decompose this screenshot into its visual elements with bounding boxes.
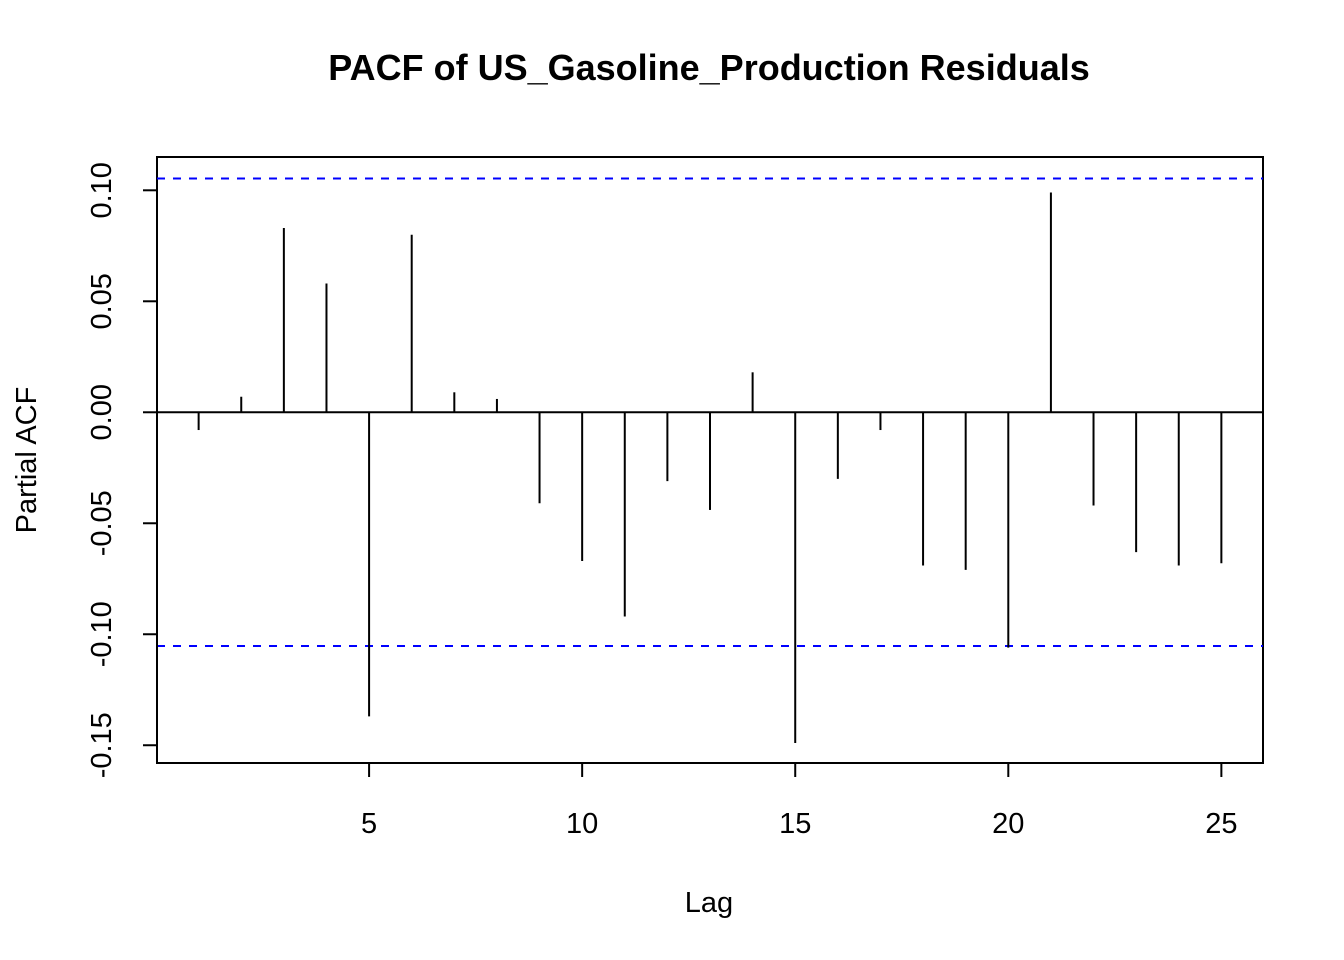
y-tick-label-4: 0.05 bbox=[86, 273, 118, 329]
y-tick-label-5: 0.10 bbox=[86, 162, 118, 218]
y-tick-label-1: -0.10 bbox=[86, 601, 118, 667]
x-tick-label-25: 25 bbox=[1205, 808, 1237, 840]
x-tick-label-20: 20 bbox=[992, 808, 1024, 840]
y-tick-label-0: -0.15 bbox=[86, 712, 118, 778]
y-axis-label: Partial ACF bbox=[11, 387, 43, 534]
y-tick-label-2: -0.05 bbox=[86, 490, 118, 556]
x-tick-label-15: 15 bbox=[779, 808, 811, 840]
x-tick-label-5: 5 bbox=[361, 808, 377, 840]
x-axis-label: Lag bbox=[685, 887, 733, 919]
chart-title: PACF of US_Gasoline_Production Residuals bbox=[328, 47, 1089, 88]
x-tick-label-10: 10 bbox=[566, 808, 598, 840]
plot-area: 5 10 15 20 25 -0.15 -0.10 -0.05 0.00 0.05 0.10 bbox=[86, 156, 1264, 840]
y-tick-label-3: 0.00 bbox=[86, 384, 118, 440]
